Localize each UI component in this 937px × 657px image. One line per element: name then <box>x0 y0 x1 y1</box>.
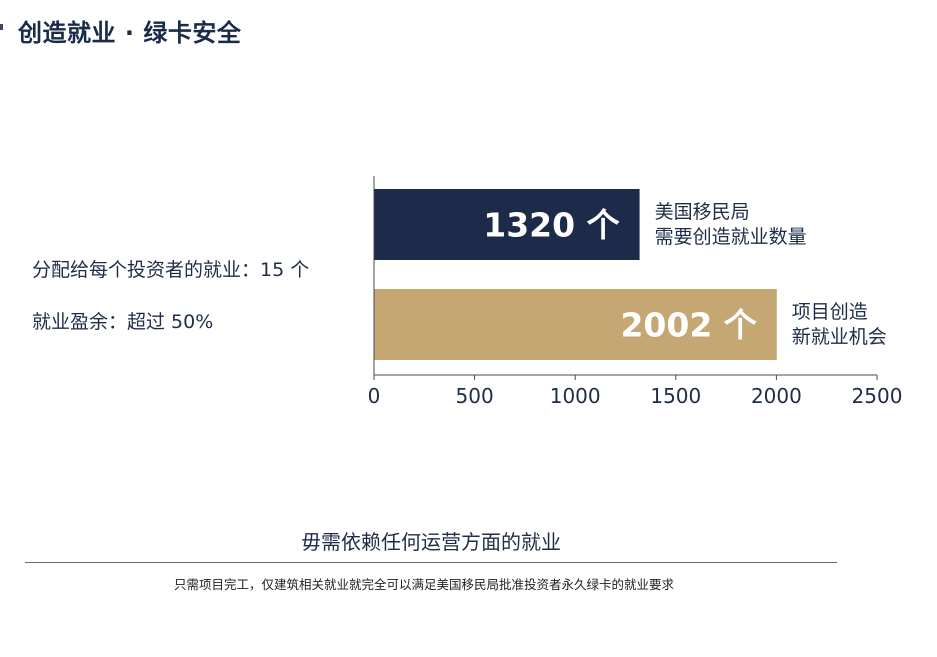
footer-note: 只需项目完工，仅建筑相关就业就完全可以满足美国移民局批准投资者永久绿卡的就业要求 <box>173 577 674 592</box>
bar-2 <box>374 289 777 360</box>
x-tick-label-1500: 1500 <box>650 384 701 408</box>
x-tick-label-1000: 1000 <box>550 384 601 408</box>
x-tick-label-2000: 2000 <box>751 384 802 408</box>
footer-divider <box>25 562 837 563</box>
footer-heading: 毋需依赖任何运营方面的就业 <box>301 530 561 554</box>
x-tick-label-0: 0 <box>368 384 381 408</box>
x-tick-label-2500: 2500 <box>852 384 903 408</box>
job-surplus-text: 就业盈余：超过 50% <box>32 311 214 333</box>
bar-category-label-2-line-2: 新就业机会 <box>792 326 887 348</box>
bar-category-label-1-line-1: 美国移民局 <box>655 201 750 223</box>
jobs-per-investor-text: 分配给每个投资者的就业：15 个 <box>32 259 310 281</box>
bar-value-label-1: 1320 个 <box>483 206 619 245</box>
page-title: 创造就业 · 绿卡安全 <box>18 19 242 47</box>
bar-category-label-1-line-2: 需要创造就业数量 <box>655 226 807 248</box>
bar-1 <box>374 189 640 260</box>
bar-category-label-2-line-1: 项目创造 <box>792 301 868 323</box>
title-accent-mark <box>0 24 3 30</box>
x-tick-label-500: 500 <box>456 384 494 408</box>
bar-value-label-2: 2002 个 <box>620 306 756 345</box>
